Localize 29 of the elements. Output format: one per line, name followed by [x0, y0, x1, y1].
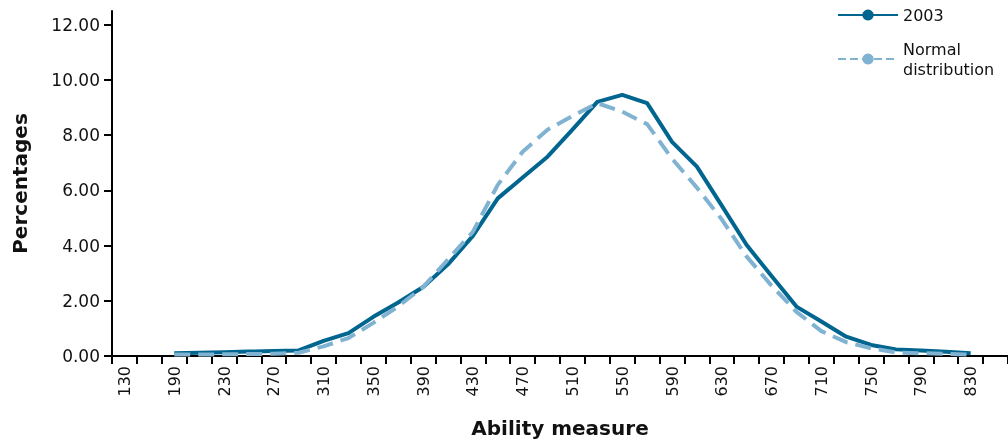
x-tick-label: 230: [214, 366, 234, 397]
legend-label: 2003: [903, 5, 944, 25]
x-tick-label: 590: [662, 366, 682, 397]
x-tick-label: 350: [363, 366, 383, 397]
x-tick-label: 750: [861, 366, 881, 397]
x-tick-label: 430: [463, 366, 483, 397]
legend-label: Normal distribution: [903, 39, 995, 79]
x-axis-title: Ability measure: [471, 416, 649, 440]
x-tick-label: 390: [413, 366, 433, 397]
y-tick-label: 0.00: [62, 346, 100, 366]
x-tick-label: 790: [911, 366, 931, 397]
x-tick-label: 510: [562, 366, 582, 397]
y-tick-label: 2.00: [62, 290, 100, 311]
x-tick-label: 710: [811, 366, 831, 397]
x-tick-label: 190: [164, 366, 184, 397]
x-tick-label: 130: [114, 366, 134, 397]
x-tick-label: 550: [612, 366, 632, 397]
y-tick-label: 4.00: [62, 235, 100, 256]
x-tick-label: 630: [712, 366, 732, 397]
x-tick-label: 670: [762, 366, 782, 397]
y-tick-label: 6.00: [62, 180, 100, 201]
y-tick-label: 8.00: [62, 125, 100, 146]
x-tick-label: 270: [264, 366, 284, 397]
y-tick-label: 12.00: [51, 14, 100, 35]
x-tick-label: 830: [961, 366, 981, 397]
x-tick-label: 470: [513, 366, 533, 397]
x-tick-label: 310: [314, 366, 334, 397]
y-tick-label: 10.00: [51, 70, 100, 90]
y-axis-title: Percentages: [8, 113, 32, 254]
